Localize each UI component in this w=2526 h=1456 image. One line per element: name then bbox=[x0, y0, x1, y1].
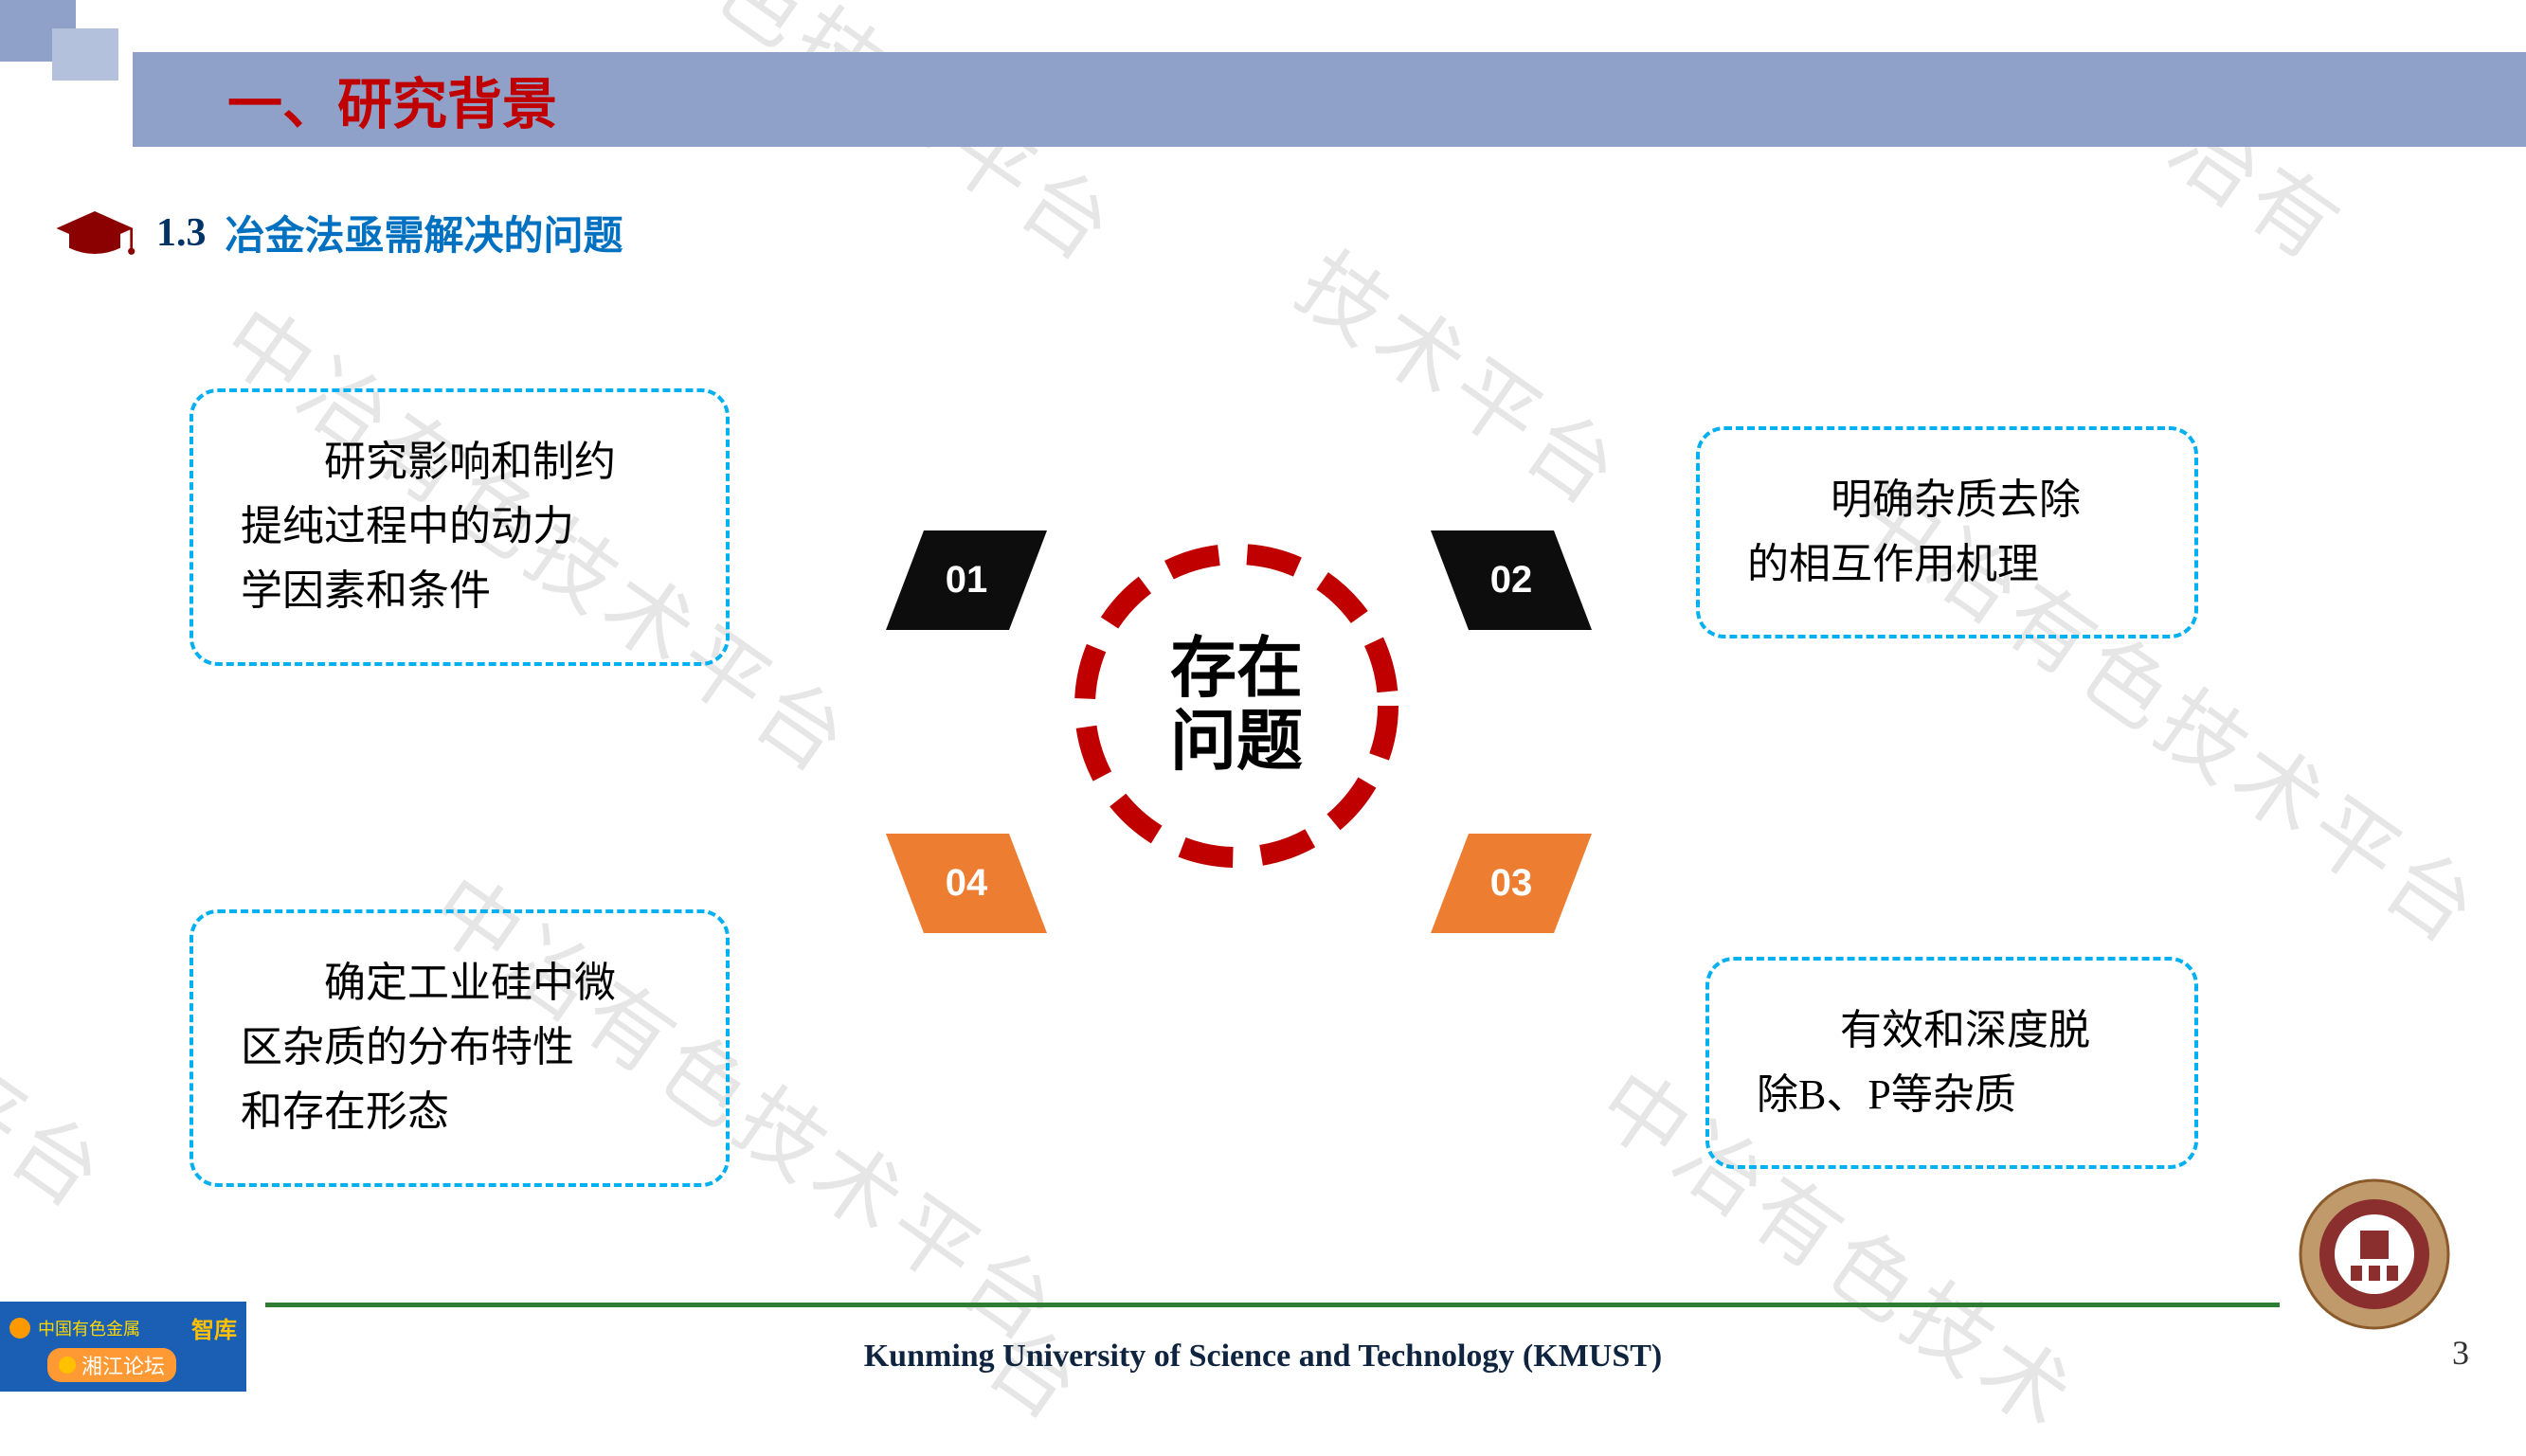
box-line: 的相互作用机理 bbox=[1747, 532, 2147, 597]
box-line: 学因素和条件 bbox=[241, 559, 678, 623]
title-bar: 一、 研究背景 bbox=[133, 52, 2526, 147]
watermark: 术平台 bbox=[0, 973, 137, 1233]
diamond-label: 04 bbox=[946, 862, 988, 905]
footer-university: Kunming University of Science and Techno… bbox=[0, 1339, 2526, 1375]
diamond-label: 03 bbox=[1490, 862, 1533, 905]
box-line: 确定工业硅中微 bbox=[241, 951, 678, 1016]
box-line: 明确杂质去除 bbox=[1747, 468, 2147, 532]
footer-divider bbox=[265, 1303, 2280, 1307]
diamond-02: 02 bbox=[1431, 530, 1592, 630]
section-title: 研究背景 bbox=[337, 60, 557, 139]
center-circle: 存在 问题 bbox=[1061, 530, 1412, 881]
section-number: 一、 bbox=[227, 60, 337, 139]
diamond-label: 02 bbox=[1490, 559, 1533, 602]
box-line: 有效和深度脱 bbox=[1757, 998, 2147, 1063]
subtitle-row: 1.3 冶金法亟需解决的问题 bbox=[52, 204, 623, 261]
box-bottom-left: 确定工业硅中微 区杂质的分布特性 和存在形态 bbox=[189, 909, 730, 1187]
box-top-left: 研究影响和制约 提纯过程中的动力 学因素和条件 bbox=[189, 388, 730, 666]
box-line: 和存在形态 bbox=[241, 1080, 678, 1144]
box-bottom-right: 有效和深度脱 除B、P等杂质 bbox=[1705, 957, 2198, 1169]
logo-bottom-text: 湘江论坛 bbox=[81, 1350, 165, 1380]
box-line: 除B、P等杂质 bbox=[1757, 1063, 2147, 1127]
logo-small-text: 中国有色金属 bbox=[38, 1316, 140, 1340]
page-number: 3 bbox=[2452, 1333, 2469, 1373]
logo-big-text: 智库 bbox=[191, 1311, 237, 1344]
watermark: 技术平台 bbox=[1277, 217, 1652, 530]
box-line: 提纯过程中的动力 bbox=[241, 494, 678, 559]
forum-logo: 中国有色金属 智库 湘江论坛 bbox=[0, 1302, 246, 1392]
center-line1: 存在 bbox=[1170, 633, 1303, 706]
graduation-cap-icon bbox=[52, 207, 137, 259]
university-seal-icon bbox=[2299, 1178, 2450, 1330]
subtitle-number: 1.3 bbox=[156, 210, 207, 256]
subtitle-text: 冶金法亟需解决的问题 bbox=[226, 204, 623, 261]
diamond-04: 04 bbox=[886, 834, 1047, 933]
diamond-label: 01 bbox=[946, 559, 988, 602]
box-top-right: 明确杂质去除 的相互作用机理 bbox=[1696, 426, 2198, 638]
box-line: 区杂质的分布特性 bbox=[241, 1016, 678, 1080]
diamond-01: 01 bbox=[886, 530, 1047, 630]
box-line: 研究影响和制约 bbox=[241, 430, 678, 494]
center-line2: 问题 bbox=[1170, 706, 1303, 779]
diamond-03: 03 bbox=[1431, 834, 1592, 933]
corner-decoration bbox=[0, 0, 133, 104]
